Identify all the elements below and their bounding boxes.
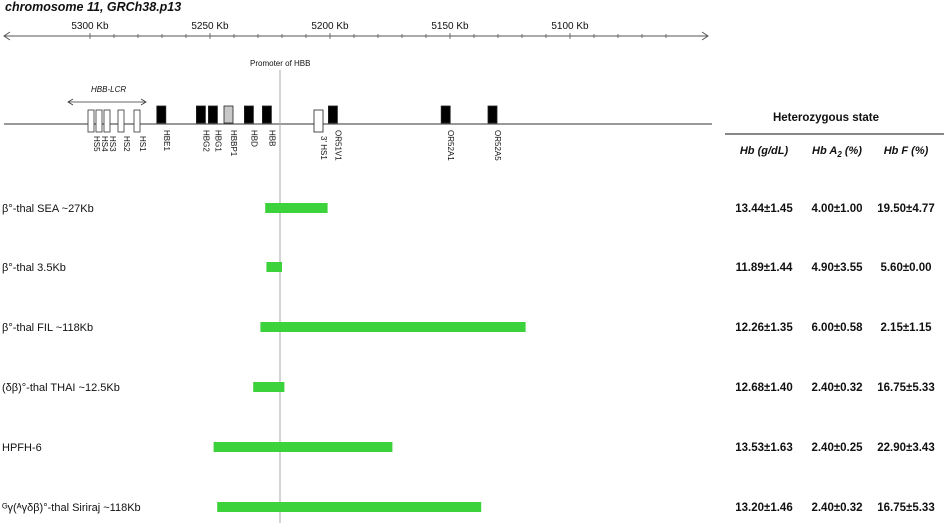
deletion-label: HPFH-6 <box>2 442 42 454</box>
gene-box <box>327 105 338 124</box>
hb-value: 12.68±1.40 <box>735 382 792 394</box>
deletion-label: (δβ)°-thal THAI ~12.5Kb <box>2 382 120 394</box>
hba2-value: 4.00±1.00 <box>811 203 862 215</box>
gene-box <box>156 105 167 124</box>
column-header-hb: Hb (g/dL) <box>740 145 789 157</box>
hs-site-box <box>117 109 125 133</box>
hb-value: 13.20±1.46 <box>735 502 792 514</box>
hs-site-label: HS3 <box>108 136 117 152</box>
hs-site-label: HS4 <box>100 136 109 152</box>
axis-tick-label: 5250 Kb <box>191 21 229 32</box>
deletion-bar <box>260 322 526 332</box>
gene-box <box>440 105 451 124</box>
hbf-value: 22.90±3.43 <box>877 442 934 454</box>
deletion-label: β°-thal SEA ~27Kb <box>2 203 94 215</box>
hb-value: 11.89±1.44 <box>736 262 793 274</box>
hs-site-box <box>133 109 141 133</box>
hb-value: 13.53±1.63 <box>735 442 792 454</box>
gene-label: HBG2 <box>201 130 210 152</box>
hbf-value: 5.60±0.00 <box>880 262 931 274</box>
deletion-bar <box>213 442 393 452</box>
lcr-hs-sites: HS5 HS4 HS3 HS2 HS1 <box>87 109 147 152</box>
column-header-hba2: Hb A2 (%) <box>812 145 862 159</box>
hs-site-label: HS1 <box>138 136 147 152</box>
gene-box <box>195 105 206 124</box>
heterozygous-title: Heterozygous state <box>773 112 879 124</box>
gene-label: HBB <box>267 130 276 146</box>
hs-site-label: HS5 <box>92 136 101 152</box>
hb-value: 13.44±1.45 <box>735 203 793 215</box>
axis-tick-label: 5150 Kb <box>431 21 469 32</box>
gene-label: OR52A1 <box>446 130 455 161</box>
deletion-label: β°-thal 3.5Kb <box>2 262 66 274</box>
hba2-value: 2.40±0.25 <box>811 442 863 454</box>
gene-label: HBBP1 <box>229 130 238 157</box>
deletion-bar <box>217 502 482 512</box>
deletion-label: β°-thal FIL ~118Kb <box>2 322 93 334</box>
hbf-value: 16.75±5.33 <box>877 382 934 394</box>
gene-label: OR51V1 <box>333 130 342 161</box>
axis-tick-label: 5100 Kb <box>551 21 589 32</box>
promoter-label: Promoter of HBB <box>250 59 310 68</box>
deletion-label: ᴳγ(ᴬγδβ)°-thal Siriraj ~118Kb <box>2 502 141 514</box>
hs-site-label: HS2 <box>122 136 131 152</box>
gene-label: OR52A5 <box>493 130 502 161</box>
gene-box <box>243 105 254 124</box>
hbf-value: 2.15±1.15 <box>880 322 932 334</box>
hbb-lcr-label: HBB-LCR <box>91 85 126 94</box>
hbf-value: 16.75±5.33 <box>877 502 934 514</box>
hbb-lcr-range: HBB-LCR <box>67 85 147 106</box>
gene-label: HBD <box>249 130 258 147</box>
chromosome-title: chromosome 11, GRCh38.p13 <box>5 0 181 14</box>
gene-label: 3' HS1 <box>319 136 328 160</box>
deletion-bar <box>265 203 328 213</box>
axis-tick-label: 5200 Kb <box>311 21 349 32</box>
gene-markers: HBE1 HBG2 HBG1 HBBP1 HBD HBB 3' HS1 OR51V1 OR52A… <box>156 105 502 161</box>
hs-site-box <box>87 109 95 133</box>
gene-box <box>223 105 234 124</box>
hb-value: 12.26±1.35 <box>735 322 793 334</box>
hba2-value: 2.40±0.32 <box>811 502 862 514</box>
hba2-value: 6.00±0.58 <box>811 322 863 334</box>
hba2-value: 2.40±0.32 <box>811 382 862 394</box>
hs-site-box <box>95 109 103 133</box>
gene-box <box>207 105 218 124</box>
hs-site-box <box>103 109 111 133</box>
column-header-hbf: Hb F (%) <box>884 145 929 157</box>
deletion-bar <box>266 262 282 272</box>
deletion-rows: β°-thal SEA ~27Kb 13.44±1.45 4.00±1.00 19.5… <box>2 203 935 514</box>
gene-box <box>487 105 498 124</box>
hba2-value: 4.90±3.55 <box>811 262 863 274</box>
deletion-bar <box>253 382 285 392</box>
hbf-value: 19.50±4.77 <box>877 203 934 215</box>
gene-label: HBG1 <box>213 130 222 152</box>
chromosome-axis: 5300 Kb 5250 Kb 5200 Kb 5150 Kb 5100 Kb <box>3 21 709 41</box>
gene-box <box>313 109 324 133</box>
axis-tick-label: 5300 Kb <box>71 21 109 32</box>
gene-label: HBE1 <box>162 130 171 151</box>
gene-box <box>261 105 272 124</box>
